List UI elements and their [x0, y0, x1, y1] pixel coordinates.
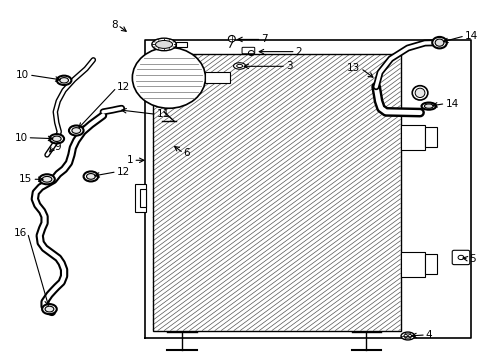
Bar	[135, 184, 145, 212]
Ellipse shape	[236, 64, 242, 68]
Ellipse shape	[233, 63, 245, 69]
Ellipse shape	[83, 171, 98, 181]
Bar	[400, 252, 424, 277]
Text: 3: 3	[285, 61, 292, 71]
Ellipse shape	[49, 134, 64, 143]
Bar	[424, 127, 436, 147]
Ellipse shape	[421, 103, 435, 110]
Text: 16: 16	[14, 228, 27, 238]
Bar	[424, 254, 436, 274]
Text: 14: 14	[464, 31, 477, 41]
Ellipse shape	[424, 104, 432, 108]
Text: 7: 7	[261, 35, 267, 44]
Text: 14: 14	[445, 99, 458, 109]
Ellipse shape	[132, 47, 205, 108]
Ellipse shape	[155, 41, 172, 48]
Text: 13: 13	[346, 63, 360, 73]
Text: 12: 12	[117, 82, 130, 93]
Ellipse shape	[228, 36, 235, 42]
Ellipse shape	[60, 78, 68, 83]
Ellipse shape	[414, 88, 424, 98]
Ellipse shape	[400, 332, 414, 340]
Ellipse shape	[411, 86, 427, 100]
Ellipse shape	[431, 37, 446, 48]
Text: 5: 5	[468, 254, 474, 264]
Bar	[400, 125, 424, 150]
Bar	[205, 72, 229, 83]
Ellipse shape	[86, 174, 95, 179]
Text: 10: 10	[16, 70, 29, 80]
Text: 4: 4	[425, 330, 431, 340]
Ellipse shape	[69, 126, 83, 135]
Ellipse shape	[42, 176, 52, 182]
Text: 6: 6	[183, 148, 190, 158]
FancyBboxPatch shape	[451, 250, 469, 265]
Ellipse shape	[45, 306, 54, 312]
Ellipse shape	[72, 128, 81, 134]
Ellipse shape	[152, 38, 176, 51]
Text: 8: 8	[111, 20, 118, 30]
Ellipse shape	[42, 304, 57, 314]
Text: 2: 2	[295, 46, 302, 57]
Text: 12: 12	[117, 167, 130, 177]
Ellipse shape	[39, 174, 55, 184]
Bar	[153, 54, 400, 330]
Ellipse shape	[403, 334, 411, 338]
Text: 9: 9	[54, 141, 61, 152]
Text: 15: 15	[19, 174, 32, 184]
Text: 10: 10	[14, 133, 27, 143]
Ellipse shape	[52, 136, 61, 141]
Ellipse shape	[434, 39, 443, 46]
Text: 11: 11	[157, 109, 170, 120]
Text: 1: 1	[126, 155, 133, 165]
Bar	[176, 41, 186, 47]
Bar	[140, 189, 145, 207]
Ellipse shape	[57, 76, 71, 85]
